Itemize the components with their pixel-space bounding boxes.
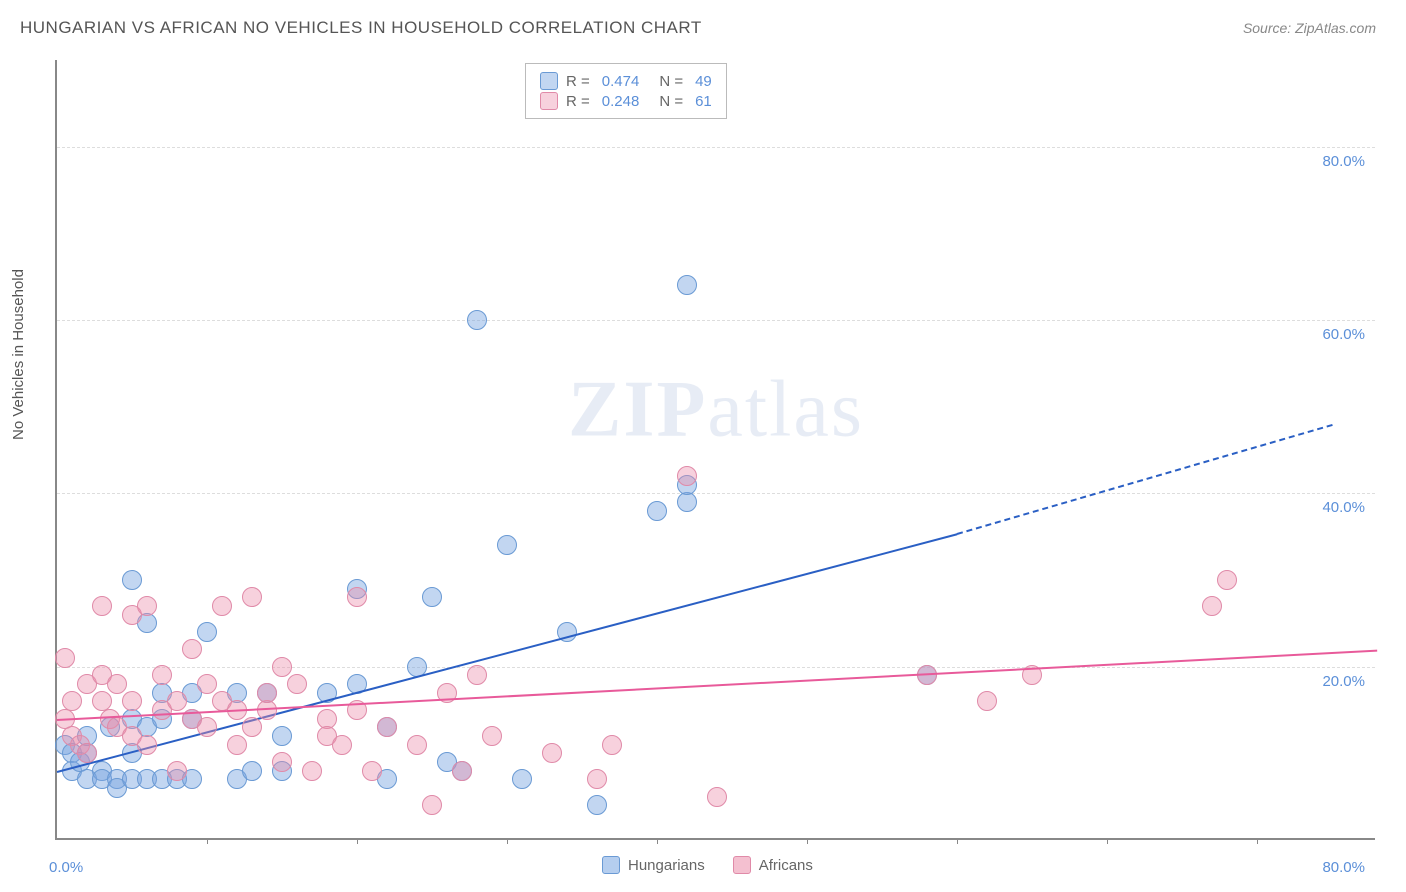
data-point xyxy=(197,674,217,694)
legend-swatch xyxy=(602,856,620,874)
legend-swatch xyxy=(540,92,558,110)
x-tick xyxy=(207,838,208,844)
data-point xyxy=(977,691,997,711)
regression-line xyxy=(957,424,1333,535)
x-tick xyxy=(1107,838,1108,844)
data-point xyxy=(362,761,382,781)
data-point xyxy=(1217,570,1237,590)
data-point xyxy=(677,275,697,295)
data-point xyxy=(167,691,187,711)
data-point xyxy=(677,492,697,512)
x-tick xyxy=(957,838,958,844)
data-point xyxy=(242,587,262,607)
legend-n-label: N = xyxy=(659,93,683,110)
gridline xyxy=(57,147,1375,148)
y-axis-label: No Vehicles in Household xyxy=(10,269,27,440)
legend-row: R = 0.248 N = 61 xyxy=(540,92,712,110)
data-point xyxy=(647,501,667,521)
data-point xyxy=(137,735,157,755)
data-point xyxy=(77,743,97,763)
data-point xyxy=(272,657,292,677)
data-point xyxy=(602,735,622,755)
legend-n-label: N = xyxy=(659,73,683,90)
legend-n-value: 61 xyxy=(695,93,712,110)
data-point xyxy=(422,795,442,815)
data-point xyxy=(152,665,172,685)
legend-r-value: 0.474 xyxy=(602,73,640,90)
legend-r-label: R = xyxy=(566,93,590,110)
legend-label: Hungarians xyxy=(628,857,705,874)
data-point xyxy=(137,596,157,616)
data-point xyxy=(452,761,472,781)
x-tick xyxy=(507,838,508,844)
data-point xyxy=(92,596,112,616)
gridline xyxy=(57,493,1375,494)
watermark: ZIPatlas xyxy=(568,365,864,456)
data-point xyxy=(407,735,427,755)
gridline xyxy=(57,320,1375,321)
data-point xyxy=(107,674,127,694)
correlation-legend: R = 0.474 N = 49 R = 0.248 N = 61 xyxy=(525,63,727,119)
data-point xyxy=(1202,596,1222,616)
legend-r-label: R = xyxy=(566,73,590,90)
y-tick-label: 20.0% xyxy=(1322,673,1365,690)
data-point xyxy=(707,787,727,807)
data-point xyxy=(587,795,607,815)
data-point xyxy=(182,639,202,659)
data-point xyxy=(497,535,517,555)
data-point xyxy=(587,769,607,789)
data-point xyxy=(55,648,75,668)
data-point xyxy=(422,587,442,607)
x-tick xyxy=(807,838,808,844)
x-min-label: 0.0% xyxy=(49,859,83,876)
data-point xyxy=(242,717,262,737)
data-point xyxy=(62,691,82,711)
data-point xyxy=(287,674,307,694)
regression-line xyxy=(57,649,1377,720)
data-point xyxy=(197,622,217,642)
data-point xyxy=(122,691,142,711)
header: HUNGARIAN VS AFRICAN NO VEHICLES IN HOUS… xyxy=(0,0,1406,48)
legend-swatch xyxy=(540,72,558,90)
legend-r-value: 0.248 xyxy=(602,93,640,110)
y-tick-label: 80.0% xyxy=(1322,153,1365,170)
x-tick xyxy=(1257,838,1258,844)
gridline xyxy=(57,667,1375,668)
chart-title: HUNGARIAN VS AFRICAN NO VEHICLES IN HOUS… xyxy=(20,18,702,38)
legend-label: Africans xyxy=(759,857,813,874)
y-tick-label: 40.0% xyxy=(1322,499,1365,516)
data-point xyxy=(227,735,247,755)
data-point xyxy=(257,683,277,703)
data-point xyxy=(272,726,292,746)
data-point xyxy=(347,587,367,607)
series-legend: Hungarians Africans xyxy=(602,856,813,874)
data-point xyxy=(212,596,232,616)
x-tick xyxy=(357,838,358,844)
data-point xyxy=(467,665,487,685)
source-label: Source: ZipAtlas.com xyxy=(1243,20,1376,36)
series-legend-item: Hungarians xyxy=(602,856,705,874)
data-point xyxy=(467,310,487,330)
data-point xyxy=(302,761,322,781)
data-point xyxy=(482,726,502,746)
legend-n-value: 49 xyxy=(695,73,712,90)
legend-row: R = 0.474 N = 49 xyxy=(540,72,712,90)
data-point xyxy=(122,570,142,590)
data-point xyxy=(242,761,262,781)
data-point xyxy=(677,466,697,486)
chart-area: ZIPatlas R =0.474N =49R =0.248N =61 Hung… xyxy=(55,60,1375,840)
data-point xyxy=(272,752,292,772)
data-point xyxy=(332,735,352,755)
data-point xyxy=(512,769,532,789)
y-tick-label: 60.0% xyxy=(1322,326,1365,343)
data-point xyxy=(197,717,217,737)
data-point xyxy=(542,743,562,763)
data-point xyxy=(377,717,397,737)
series-legend-item: Africans xyxy=(733,856,813,874)
x-tick xyxy=(657,838,658,844)
legend-swatch xyxy=(733,856,751,874)
plot-region: ZIPatlas R =0.474N =49R =0.248N =61 Hung… xyxy=(55,60,1375,840)
x-max-label: 80.0% xyxy=(1322,859,1365,876)
data-point xyxy=(167,761,187,781)
